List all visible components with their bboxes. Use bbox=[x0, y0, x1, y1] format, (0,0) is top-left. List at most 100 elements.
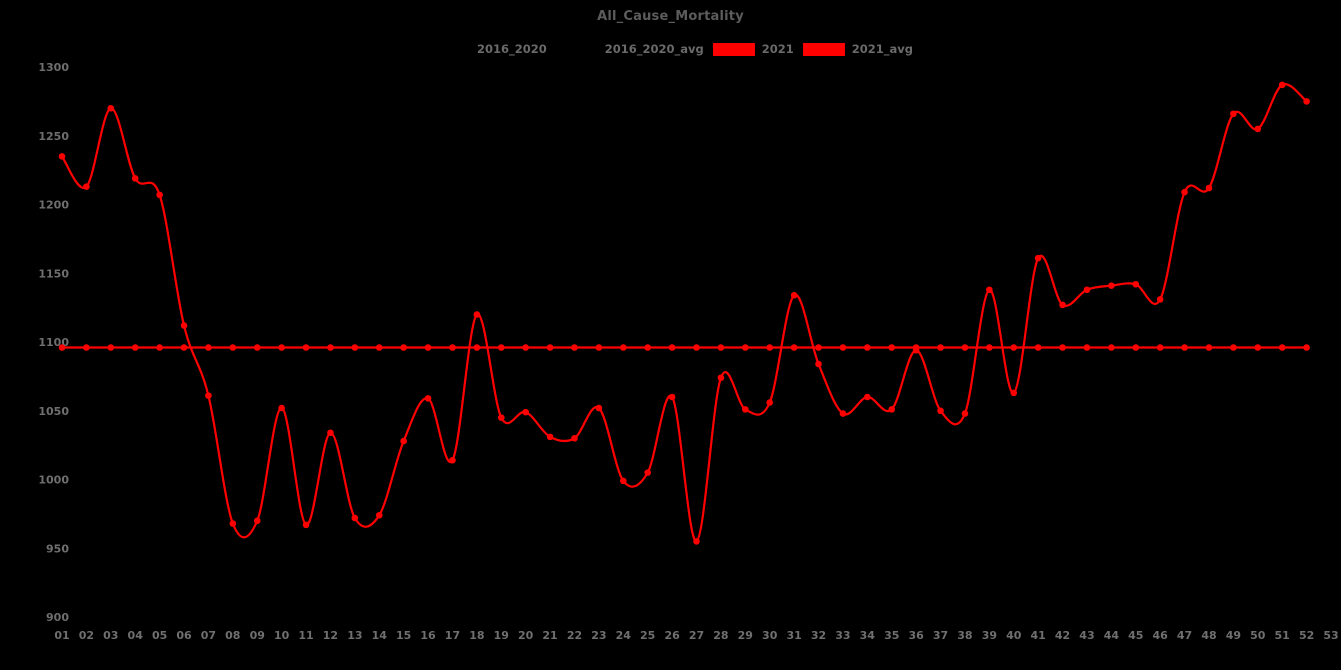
chart-legend: 2016_2020 2016_2020_avg 2021 2021_avg bbox=[0, 42, 1341, 56]
series-2021-marker-w14 bbox=[375, 511, 383, 519]
series-2021-marker-w45 bbox=[1132, 280, 1140, 288]
legend-swatch-2021-avg bbox=[802, 42, 845, 56]
x-tick-label-02: 02 bbox=[79, 629, 94, 642]
series-2021-avg-marker-w13 bbox=[351, 344, 359, 351]
series-2021-marker-w42 bbox=[1059, 301, 1066, 309]
series-2021-avg-marker-w28 bbox=[717, 344, 725, 351]
series-2021-avg-marker-w19 bbox=[497, 344, 505, 351]
series-2021-avg-marker-w09 bbox=[253, 344, 261, 351]
x-tick-label-18: 18 bbox=[469, 629, 484, 642]
x-tick-label-21: 21 bbox=[542, 629, 557, 642]
series-2021-avg-marker-w08 bbox=[229, 344, 237, 351]
series-2021-avg-marker-w02 bbox=[83, 344, 90, 351]
series-2021-marker-w49 bbox=[1230, 110, 1237, 118]
series-2021-marker-w30 bbox=[766, 399, 774, 406]
legend-item-2021: 2021 bbox=[712, 42, 794, 56]
series-2021-avg-marker-w15 bbox=[400, 344, 407, 351]
x-tick-label-32: 32 bbox=[811, 629, 826, 642]
x-tick-label-42: 42 bbox=[1055, 629, 1070, 642]
series-2021-marker-w48 bbox=[1205, 184, 1213, 192]
series-2021-avg-marker-w42 bbox=[1059, 344, 1066, 351]
x-tick-label-03: 03 bbox=[103, 629, 118, 642]
series-2021-marker-w46 bbox=[1156, 296, 1164, 303]
series-2021-avg-marker-w46 bbox=[1156, 344, 1164, 351]
x-tick-label-34: 34 bbox=[860, 629, 876, 642]
x-tick-label-50: 50 bbox=[1250, 629, 1266, 642]
series-2021-avg-marker-w04 bbox=[131, 344, 139, 351]
series-2021-avg-marker-w25 bbox=[644, 344, 651, 351]
series-2021-marker-w16 bbox=[424, 395, 432, 402]
series-2021-avg-marker-w36 bbox=[912, 344, 920, 351]
series-2021-marker-w47 bbox=[1181, 188, 1188, 196]
series-2021-marker-w26 bbox=[668, 393, 676, 401]
chart-title: All_Cause_Mortality bbox=[597, 9, 744, 24]
series-2021-marker-w22 bbox=[571, 434, 578, 442]
x-tick-label-28: 28 bbox=[713, 629, 728, 642]
series-2021-marker-w06 bbox=[180, 322, 188, 329]
x-tick-label-47: 47 bbox=[1177, 629, 1192, 642]
series-2021-marker-w18 bbox=[473, 311, 481, 318]
x-tick-label-10: 10 bbox=[274, 629, 290, 642]
series-2021-avg-marker-w30 bbox=[766, 344, 774, 351]
y-tick-label-950: 950 bbox=[46, 542, 69, 555]
series-2021-marker-w28 bbox=[717, 374, 725, 382]
legend-label-2021: 2021 bbox=[761, 42, 794, 56]
x-tick-label-39: 39 bbox=[982, 629, 997, 642]
series-2021-marker-w27 bbox=[693, 538, 700, 545]
x-tick-label-43: 43 bbox=[1079, 629, 1094, 642]
x-tick-label-17: 17 bbox=[445, 629, 460, 642]
series-2021-marker-w41 bbox=[1034, 254, 1042, 262]
x-tick-label-04: 04 bbox=[128, 629, 144, 642]
series-2021-avg-marker-w20 bbox=[522, 344, 529, 351]
x-tick-label-36: 36 bbox=[908, 629, 924, 642]
series-2021-avg-marker-w43 bbox=[1083, 344, 1091, 351]
x-tick-label-40: 40 bbox=[1006, 629, 1022, 642]
x-tick-label-46: 46 bbox=[1153, 629, 1169, 642]
series-2021-avg-marker-w51 bbox=[1278, 344, 1286, 351]
x-tick-label-30: 30 bbox=[762, 629, 778, 642]
series-2021-marker-w21 bbox=[546, 433, 554, 441]
x-tick-label-44: 44 bbox=[1104, 629, 1120, 642]
y-tick-label-1050: 1050 bbox=[38, 405, 69, 418]
series-2021-avg-marker-w47 bbox=[1181, 344, 1188, 351]
series-2021-marker-w34 bbox=[864, 393, 871, 401]
series-2021-avg-marker-w49 bbox=[1230, 344, 1237, 351]
x-tick-label-05: 05 bbox=[152, 629, 167, 642]
series-2021-avg-marker-w35 bbox=[888, 344, 896, 351]
series-2021-marker-w01 bbox=[58, 153, 66, 160]
series-2021-marker-w43 bbox=[1083, 286, 1091, 294]
x-tick-label-11: 11 bbox=[298, 629, 313, 642]
series-2021-marker-w50 bbox=[1254, 125, 1262, 133]
series-2021-marker-w19 bbox=[497, 414, 505, 421]
x-tick-label-52: 52 bbox=[1299, 629, 1314, 642]
series-2021-line bbox=[60, 83, 1308, 543]
series-2021-marker-w51 bbox=[1278, 81, 1286, 89]
x-tick-label-26: 26 bbox=[664, 629, 680, 642]
x-tick-label-41: 41 bbox=[1030, 629, 1045, 642]
y-tick-label-1300: 1300 bbox=[38, 61, 69, 74]
series-2021-marker-w07 bbox=[205, 392, 212, 399]
x-tick-label-01: 01 bbox=[54, 629, 69, 642]
x-tick-label-35: 35 bbox=[884, 629, 899, 642]
series-2021-marker-w24 bbox=[619, 477, 627, 485]
series-2021-marker-w32 bbox=[815, 360, 822, 368]
series-2021-marker-w13 bbox=[351, 514, 359, 522]
x-tick-label-49: 49 bbox=[1226, 629, 1241, 642]
series-2021-avg-marker-w32 bbox=[815, 344, 822, 351]
series-2021-avg-marker-w45 bbox=[1132, 344, 1140, 351]
legend-item-2021-avg: 2021_avg bbox=[802, 42, 913, 56]
x-tick-label-12: 12 bbox=[323, 629, 338, 642]
series-2021-marker-w04 bbox=[131, 175, 139, 182]
x-tick-label-33: 33 bbox=[835, 629, 850, 642]
series-2021-avg-marker-w01 bbox=[58, 344, 66, 351]
series-2021-avg-marker-w03 bbox=[107, 344, 115, 351]
x-tick-label-23: 23 bbox=[591, 629, 606, 642]
x-tick-label-29: 29 bbox=[738, 629, 753, 642]
x-tick-label-53: 53 bbox=[1323, 629, 1338, 642]
series-2021-avg-marker-w40 bbox=[1010, 344, 1018, 351]
series-2021-avg-marker-w34 bbox=[864, 344, 871, 351]
series-2021-marker-w37 bbox=[937, 407, 944, 415]
x-tick-label-38: 38 bbox=[957, 629, 972, 642]
series-2021-avg-marker-w24 bbox=[619, 344, 627, 351]
series-2021-marker-w11 bbox=[302, 521, 310, 529]
